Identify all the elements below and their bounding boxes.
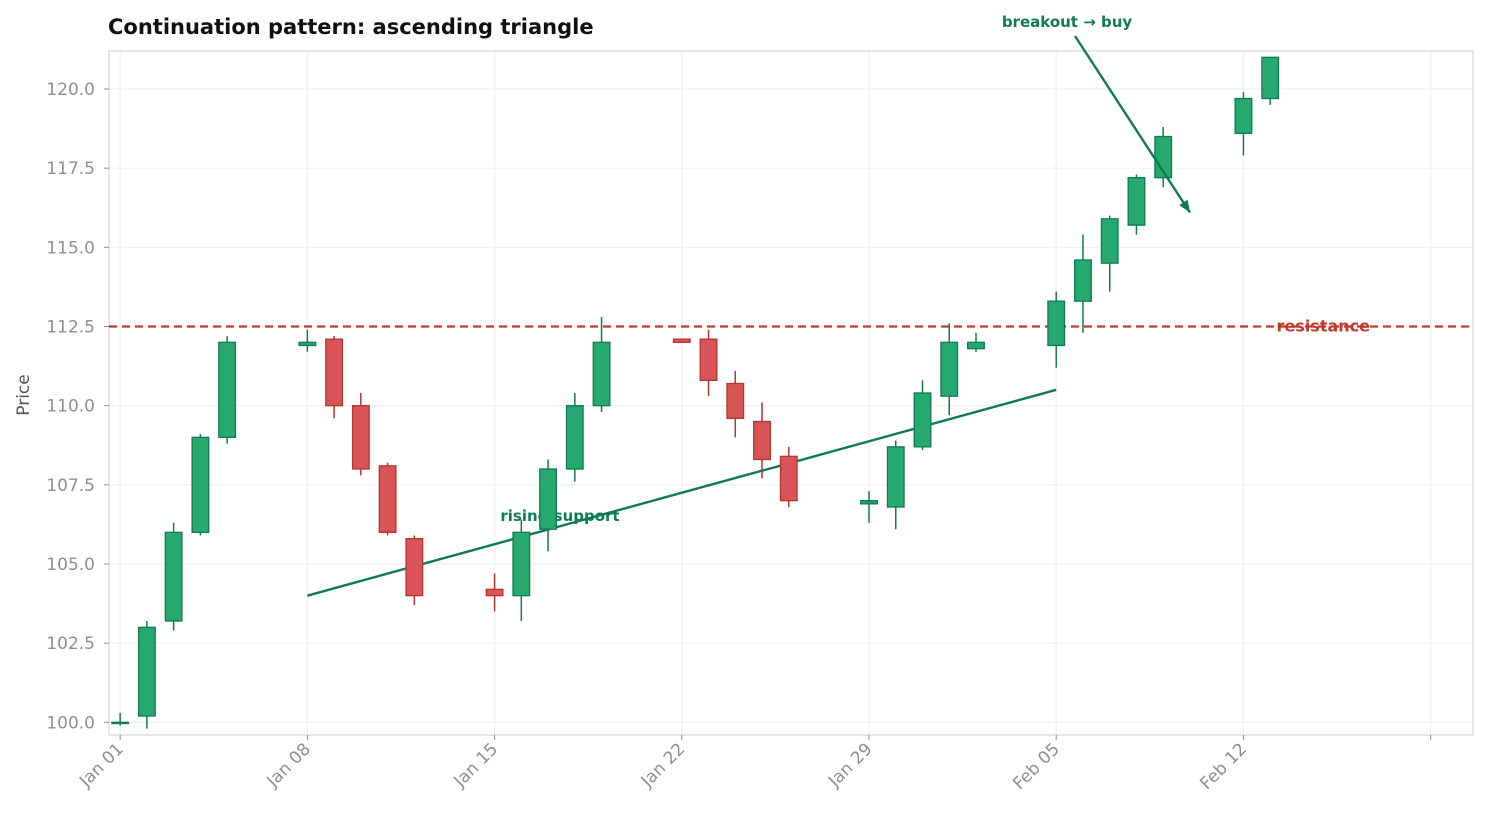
candle-body xyxy=(753,420,771,461)
candle-body xyxy=(378,465,397,533)
y-tick-label: 110.0 xyxy=(46,397,95,417)
candle-body xyxy=(1047,300,1066,347)
candle xyxy=(886,440,905,530)
x-tick-label: Jan 08 xyxy=(262,739,315,792)
candle xyxy=(779,446,798,507)
candle-body xyxy=(592,341,611,407)
candle xyxy=(940,323,959,416)
candle xyxy=(1100,215,1119,292)
resistance-label: resistance xyxy=(1277,317,1371,336)
x-tick-label: Feb 12 xyxy=(1196,739,1251,794)
x-tick-label: Jan 01 xyxy=(75,739,128,792)
candle-body xyxy=(940,341,959,397)
candle-body xyxy=(405,538,424,597)
candle-body xyxy=(699,338,718,381)
candle xyxy=(699,329,718,397)
grid xyxy=(109,51,1473,735)
candle xyxy=(565,393,584,482)
candle xyxy=(860,491,878,523)
candle-body xyxy=(218,341,237,438)
candle-body xyxy=(779,455,798,502)
candle-body xyxy=(191,436,210,533)
candle-body xyxy=(1100,218,1119,264)
candle xyxy=(485,573,504,612)
candle-body xyxy=(111,721,130,725)
x-tick-label: Jan 29 xyxy=(824,739,877,792)
candle xyxy=(111,712,130,726)
x-axis: Jan 01 Jan 08 Jan 15 Jan 22 Jan 29 Feb 05 Feb … xyxy=(75,735,1432,794)
candle xyxy=(298,329,317,352)
chart-title: Continuation pattern: ascending triangle xyxy=(108,15,594,39)
candle-body xyxy=(164,531,183,622)
candle-body xyxy=(967,341,985,350)
candle-body xyxy=(539,468,558,530)
candle-body xyxy=(860,500,878,505)
candle xyxy=(191,434,210,536)
candle-body xyxy=(1127,177,1146,226)
candle xyxy=(1234,92,1253,156)
candle xyxy=(967,332,985,352)
candle xyxy=(512,519,531,621)
support-label: rising support xyxy=(500,507,619,525)
candle-body xyxy=(913,392,932,448)
candle-body xyxy=(1234,97,1253,134)
candle-body xyxy=(565,405,584,470)
x-tick-label: Jan 22 xyxy=(637,739,690,792)
candle-body xyxy=(325,338,344,407)
candle xyxy=(1261,56,1280,105)
y-tick-label: 115.0 xyxy=(46,238,95,258)
candle xyxy=(672,338,691,343)
breakout-label: breakout → buy xyxy=(1002,13,1133,31)
candle-body xyxy=(137,626,156,717)
candle xyxy=(539,459,558,552)
candle xyxy=(592,317,611,412)
candle xyxy=(405,535,424,606)
candle-body xyxy=(512,531,531,597)
candles xyxy=(111,56,1280,729)
candle xyxy=(137,621,156,729)
candle xyxy=(325,336,344,419)
y-axis: 100.0 102.5 105.0 107.5 110.0 112.5 115.0 117.5… xyxy=(46,80,109,733)
candle-body xyxy=(485,588,504,597)
candle xyxy=(378,462,397,536)
x-tick-label: Feb 05 xyxy=(1009,739,1064,794)
annotations: breakout → buy xyxy=(1002,13,1191,214)
y-tick-label: 117.5 xyxy=(46,159,95,179)
resistance-layer: resistance xyxy=(109,317,1473,336)
candle xyxy=(1154,127,1173,188)
y-tick-label: 120.0 xyxy=(46,80,95,100)
y-tick-label: 102.5 xyxy=(46,634,95,654)
x-tick-label: Jan 15 xyxy=(450,739,503,792)
y-tick-label: 112.5 xyxy=(46,318,95,338)
candle-body xyxy=(726,382,745,419)
breakout-arrowhead xyxy=(1179,199,1190,213)
candle xyxy=(726,370,745,438)
candle-body xyxy=(672,338,691,343)
candle-body xyxy=(886,446,905,508)
candle-body xyxy=(298,341,317,347)
candle-body xyxy=(1261,56,1280,100)
candle xyxy=(1074,234,1092,333)
candle xyxy=(913,380,932,450)
candle xyxy=(1047,291,1066,368)
candle xyxy=(1127,174,1146,235)
plot-frame xyxy=(108,50,1474,736)
candle-body xyxy=(351,405,370,470)
y-axis-label: Price xyxy=(14,374,34,415)
y-tick-label: 105.0 xyxy=(46,555,95,575)
y-tick-label: 100.0 xyxy=(46,713,95,733)
candle xyxy=(164,522,183,631)
candle xyxy=(351,393,370,476)
breakout-arrow xyxy=(1073,35,1191,214)
candle xyxy=(218,336,237,444)
candle xyxy=(753,402,771,479)
candle-body xyxy=(1074,259,1092,302)
y-tick-label: 107.5 xyxy=(46,476,95,496)
